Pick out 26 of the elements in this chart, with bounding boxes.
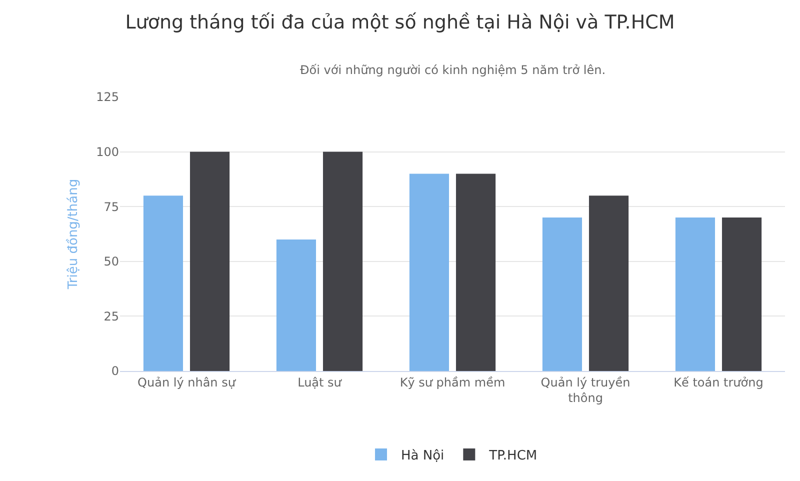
bar: [190, 152, 230, 371]
legend-label: TP.HCM: [488, 448, 538, 464]
bar: [322, 152, 363, 371]
y-tick-label: 100: [96, 145, 119, 159]
y-axis-title: Triệu đồng/tháng: [65, 178, 82, 290]
bar: [588, 196, 629, 371]
x-tick-label: Kế toán trưởng: [674, 375, 764, 390]
y-tick-label: 50: [104, 254, 119, 269]
y-tick-label: 25: [104, 309, 119, 324]
bar: [722, 218, 762, 371]
chart-title: Lương tháng tối đa của một số nghề tại Hà Nội và TP.HCM: [125, 11, 675, 34]
x-tick-label: Luật sư: [298, 375, 343, 390]
y-tick-label: 75: [104, 200, 119, 214]
bar: [276, 239, 316, 371]
x-tick-label: Kỹ sư phầm mềm: [400, 375, 506, 390]
bar: [456, 174, 496, 371]
bar: [409, 174, 450, 371]
bar: [542, 218, 582, 371]
y-tick-label: 0: [111, 364, 119, 378]
bar: [143, 196, 184, 371]
y-tick-label: 125: [96, 90, 119, 104]
x-tick-label: Quản lý nhân sự: [138, 375, 237, 390]
x-tick-label: Quản lý truyền thông: [540, 375, 630, 405]
bar: [675, 218, 716, 371]
chart-subtitle: Đối với những người có kinh nghiệm 5 năm trở lên.: [300, 63, 606, 77]
legend-label: Hà Nội: [401, 448, 444, 464]
